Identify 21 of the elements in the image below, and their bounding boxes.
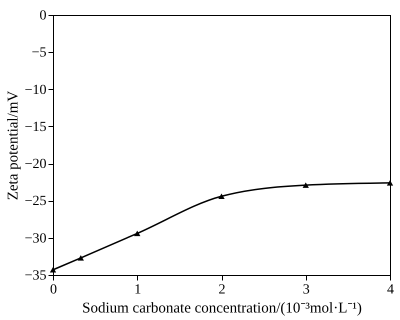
point	[302, 182, 309, 188]
x-tick-label: 0	[50, 282, 57, 298]
y-tick-label: −35	[24, 268, 46, 284]
point	[386, 180, 394, 186]
y-tick-label: 0	[40, 8, 46, 24]
x-axis-title: Sodium carbonate concentration/(10⁻³mol·L⁻¹)	[82, 300, 362, 316]
y-tick-label: −10	[24, 82, 46, 98]
x-tick-label: 2	[218, 282, 226, 298]
y-tick-label: −15	[24, 120, 46, 135]
x-tick-label: 1	[134, 282, 142, 298]
x-tick-label: 4	[387, 282, 394, 298]
x-tick-label: 3	[302, 282, 310, 298]
y-tick-label: −5	[32, 46, 46, 61]
point	[218, 194, 225, 199]
y-tick-label: −30	[24, 231, 46, 246]
y-tick-label: −25	[24, 194, 46, 210]
y-axis-title: Zeta potential/mV	[6, 90, 22, 200]
point	[50, 267, 56, 273]
y-tick-label: −20	[24, 157, 46, 172]
point	[78, 255, 84, 261]
point	[134, 230, 140, 236]
